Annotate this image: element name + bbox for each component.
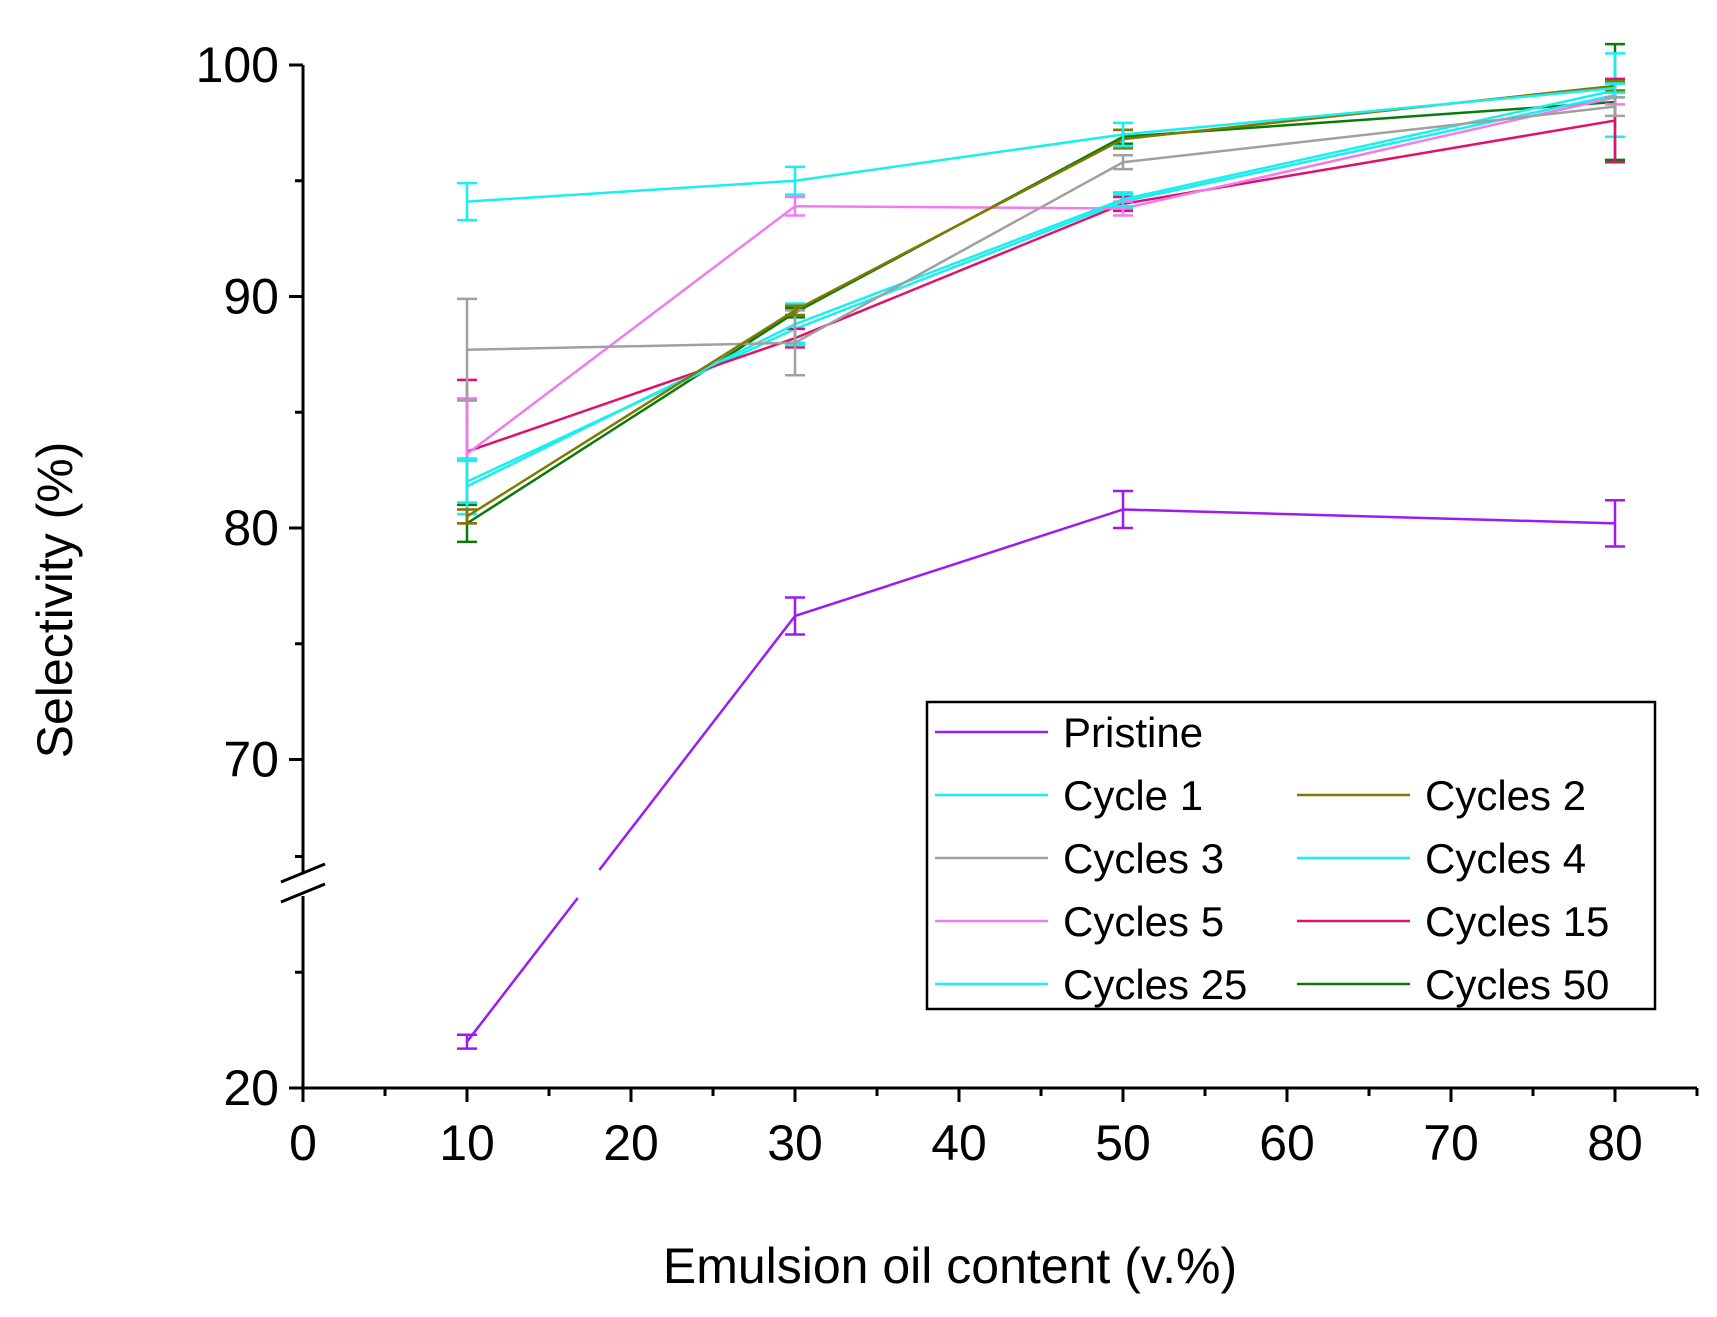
legend-item: Cycles 15 xyxy=(1297,898,1609,945)
legend-label: Cycles 4 xyxy=(1425,835,1586,882)
legend-label: Cycles 5 xyxy=(1063,898,1224,945)
series-cycle-1 xyxy=(457,82,1625,222)
legend-label: Cycles 50 xyxy=(1425,961,1609,1008)
series-line xyxy=(466,86,1616,203)
series-line xyxy=(466,93,1616,483)
x-tick-label: 80 xyxy=(1587,1115,1643,1171)
series-line xyxy=(794,508,1616,618)
series-line xyxy=(466,119,1616,453)
x-tick-label: 0 xyxy=(289,1115,317,1171)
series-line-segment xyxy=(598,615,796,871)
x-tick-label: 20 xyxy=(603,1115,659,1171)
series-line xyxy=(466,100,1616,525)
x-axis-title: Emulsion oil content (v.%) xyxy=(663,1238,1237,1294)
legend-item: Cycle 1 xyxy=(935,772,1203,819)
legend-label: Cycle 1 xyxy=(1063,772,1203,819)
series-cycles-25 xyxy=(457,52,1625,504)
legend-label: Cycles 15 xyxy=(1425,898,1609,945)
axes-layer: 0 10 20 30 40 50 60 70 80 20 70 80 90 100 xyxy=(196,37,1699,1171)
legend-label: Cycles 2 xyxy=(1425,772,1586,819)
x-tick-label: 10 xyxy=(439,1115,495,1171)
legend-label: Pristine xyxy=(1063,709,1203,756)
y-tick-label: 100 xyxy=(196,37,279,93)
legend-item: Cycles 2 xyxy=(1297,772,1586,819)
legend-item: Cycles 50 xyxy=(1297,961,1609,1008)
legend-item: Cycles 25 xyxy=(935,961,1247,1008)
y-tick-label: 70 xyxy=(223,732,279,788)
y-tick-label: 20 xyxy=(223,1060,279,1116)
series-cycles-5 xyxy=(457,89,1625,511)
x-tick-label: 70 xyxy=(1423,1115,1479,1171)
axis-break-mark xyxy=(280,882,326,904)
series-line xyxy=(466,105,1616,351)
series-pristine xyxy=(457,489,1625,1050)
series-layer xyxy=(457,42,1625,1050)
x-tick-label: 50 xyxy=(1095,1115,1151,1171)
series-line xyxy=(466,89,1616,488)
x-tick-label: 60 xyxy=(1259,1115,1315,1171)
series-line xyxy=(466,96,1616,455)
y-tick-label: 80 xyxy=(223,500,279,556)
legend-label: Cycles 25 xyxy=(1063,961,1247,1008)
legend-item: Cycles 3 xyxy=(935,835,1224,882)
x-tick-label: 40 xyxy=(931,1115,987,1171)
y-tick-label: 90 xyxy=(223,269,279,325)
x-tick-label: 30 xyxy=(767,1115,823,1171)
series-cycles-50 xyxy=(457,42,1625,544)
series-line-segment xyxy=(466,897,579,1043)
series-cycles-3 xyxy=(457,96,1625,402)
legend-label: Cycles 3 xyxy=(1063,835,1224,882)
legend-box xyxy=(925,700,1657,1011)
axis-break-mark xyxy=(280,862,326,884)
y-axis-title: Selectivity (%) xyxy=(27,442,83,759)
legend-item: Cycles 4 xyxy=(1297,835,1586,882)
legend-item: Pristine xyxy=(935,709,1203,756)
legend: Pristine Cycle 1 Cycles 2 Cycles 3 Cycles 4 C… xyxy=(935,709,1609,1008)
legend-item: Cycles 5 xyxy=(935,898,1224,945)
